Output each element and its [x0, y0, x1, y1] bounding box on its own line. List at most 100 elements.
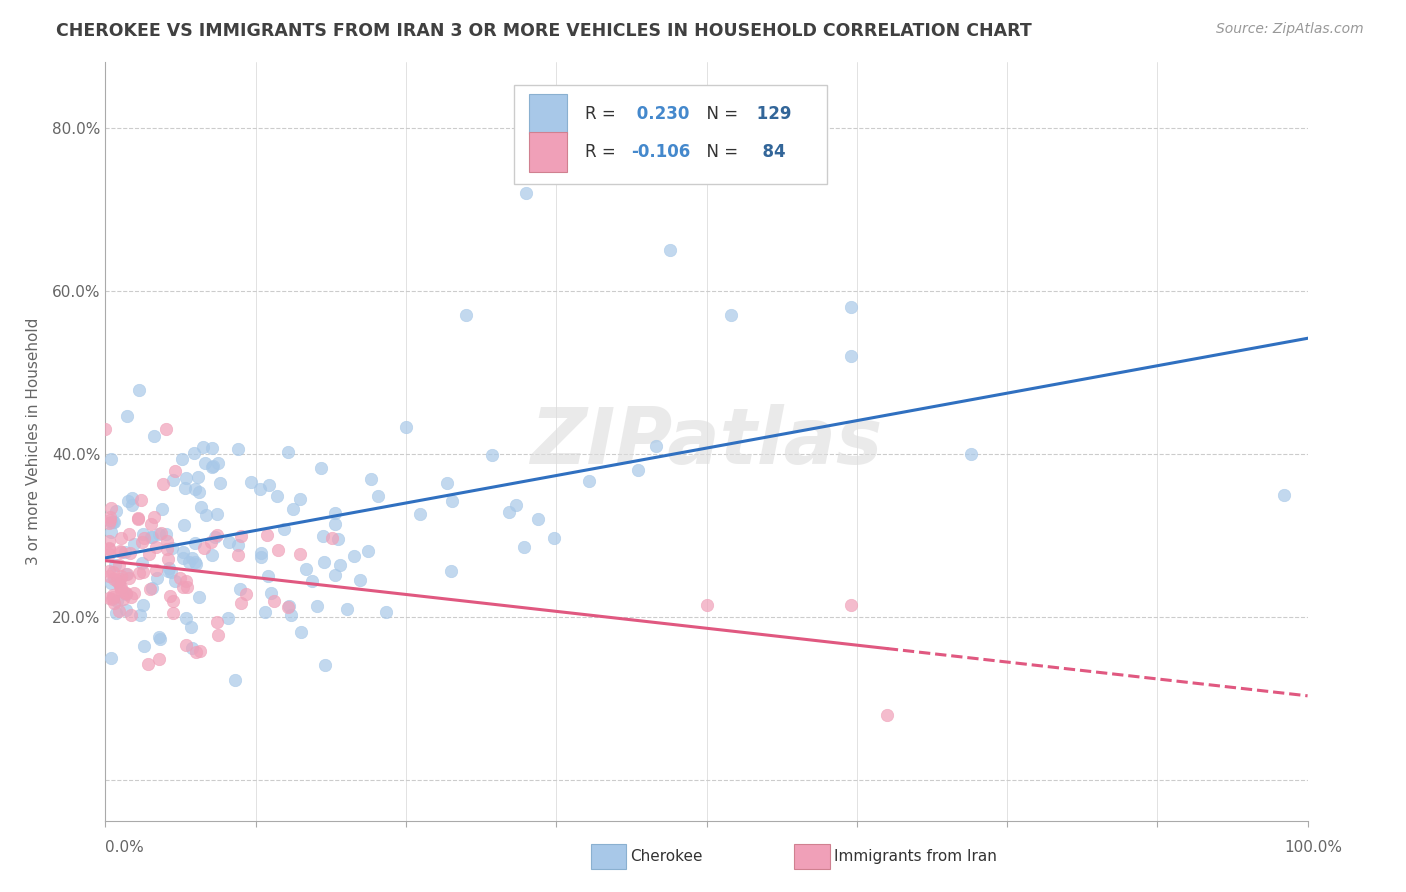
Text: Cherokee: Cherokee [630, 849, 703, 863]
Point [115, 567, 138, 582]
Point [157, 551, 180, 566]
Text: 84: 84 [751, 143, 786, 161]
Point [839, 300, 862, 314]
Point [115, 585, 138, 599]
Point [441, 494, 464, 508]
Point [277, 444, 299, 458]
Point [201, 459, 224, 474]
Point [288, 547, 311, 561]
Point [122, 537, 145, 551]
Point [256, 569, 278, 583]
Point [103, 573, 125, 587]
Point [172, 550, 194, 565]
Point [267, 543, 290, 558]
Point [357, 544, 380, 558]
Point [120, 607, 142, 622]
Point [129, 493, 152, 508]
Point [152, 476, 174, 491]
Point [309, 461, 332, 475]
Point [129, 607, 152, 622]
Point [155, 527, 177, 541]
Point [157, 564, 180, 578]
Point [191, 441, 214, 455]
Point [456, 308, 478, 322]
Point [294, 562, 316, 576]
Point [193, 541, 215, 555]
Point [205, 615, 228, 629]
Point [162, 594, 184, 608]
Point [513, 540, 536, 554]
Point [110, 545, 132, 559]
Point [105, 593, 128, 607]
Point [200, 534, 222, 549]
Point [226, 548, 249, 562]
Point [169, 571, 191, 585]
Point [218, 535, 240, 549]
Point [108, 576, 131, 591]
Point [159, 589, 181, 603]
Point [103, 596, 125, 610]
Point [226, 538, 249, 552]
Text: R =: R = [585, 105, 621, 123]
Point [111, 591, 134, 606]
Point [108, 572, 131, 586]
Point [103, 515, 125, 529]
Point [720, 308, 742, 322]
Point [118, 571, 141, 585]
Point [98, 513, 121, 527]
Point [283, 502, 305, 516]
Point [143, 429, 166, 443]
Point [543, 531, 565, 545]
Point [201, 441, 224, 455]
Point [876, 707, 898, 722]
Point [436, 475, 458, 490]
Point [98, 541, 121, 555]
Point [100, 591, 122, 606]
Point [190, 500, 212, 514]
Point [180, 619, 202, 633]
Point [321, 531, 343, 545]
Point [98, 509, 121, 524]
Point [235, 587, 257, 601]
Point [184, 644, 207, 658]
Text: 129: 129 [751, 105, 792, 123]
Point [163, 574, 186, 589]
Point [301, 574, 323, 589]
Point [100, 515, 122, 529]
Point [229, 582, 252, 596]
Point [120, 590, 142, 604]
Text: ZIPatlas: ZIPatlas [530, 403, 883, 480]
Point [98, 534, 121, 549]
Point [160, 565, 183, 579]
Text: 0.230: 0.230 [631, 105, 689, 123]
Point [172, 545, 194, 559]
Point [110, 583, 132, 598]
Point [1272, 487, 1295, 501]
Point [108, 558, 131, 572]
Point [224, 673, 246, 687]
Point [336, 602, 359, 616]
Point [100, 452, 122, 467]
Point [184, 536, 207, 550]
Point [160, 541, 183, 555]
Point [118, 546, 141, 560]
Point [103, 590, 125, 604]
Point [207, 628, 229, 642]
Point [132, 598, 155, 612]
Point [217, 611, 239, 625]
Point [110, 531, 132, 545]
Point [527, 512, 550, 526]
Point [115, 603, 138, 617]
Point [323, 567, 346, 582]
Point [101, 588, 124, 602]
Point [114, 587, 136, 601]
Point [128, 384, 150, 398]
Point [156, 534, 179, 549]
Point [249, 546, 271, 560]
Point [139, 530, 162, 544]
Point [173, 518, 195, 533]
Point [839, 598, 862, 612]
Point [132, 565, 155, 579]
Point [645, 439, 668, 453]
Point [155, 422, 177, 436]
